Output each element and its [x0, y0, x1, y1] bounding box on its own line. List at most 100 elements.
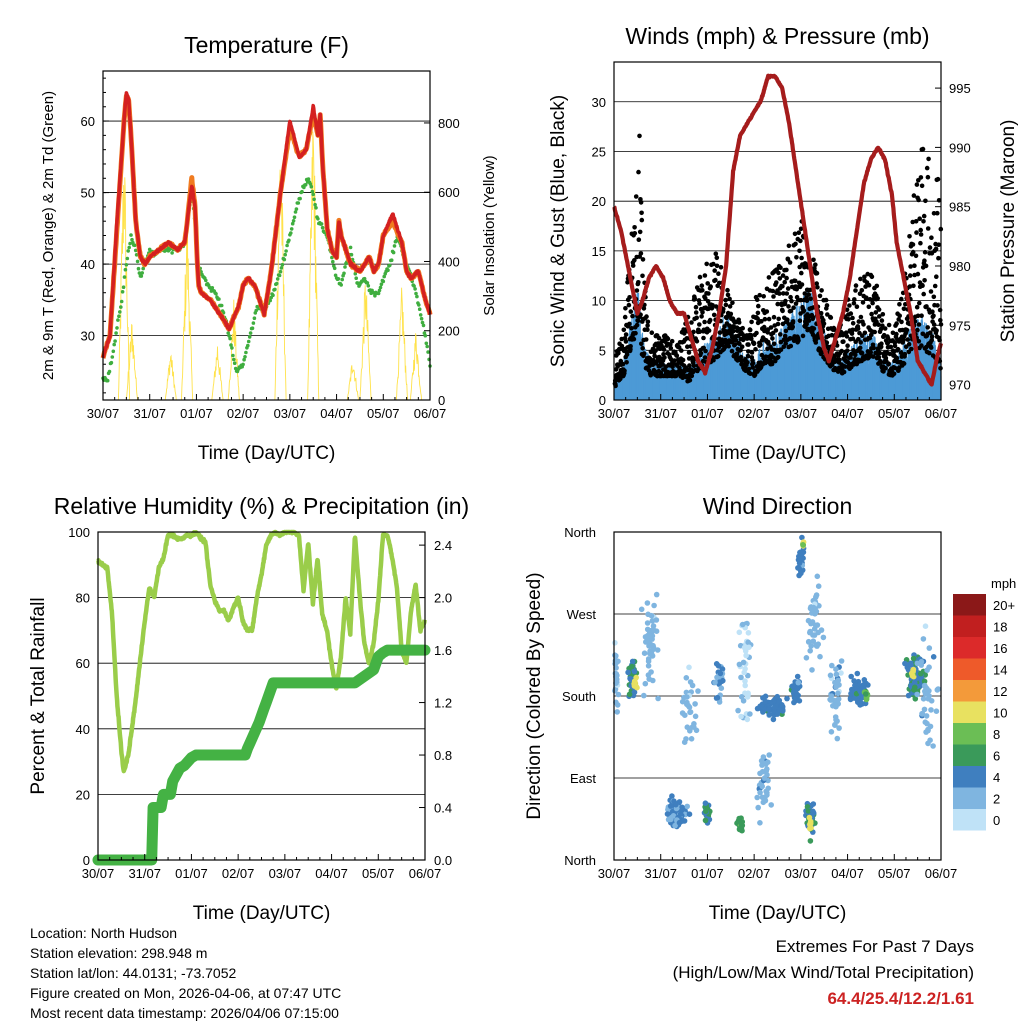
gust-point: [766, 341, 771, 346]
gust-point: [791, 305, 796, 311]
gust-point: [785, 317, 790, 323]
gust-point: [717, 280, 722, 286]
gust-point: [802, 264, 807, 270]
gust-point: [702, 355, 708, 360]
solar-insolation-line: [117, 177, 131, 401]
gust-point: [888, 344, 894, 350]
gust-point: [754, 330, 759, 336]
gust-point: [918, 175, 924, 180]
gust-point: [662, 355, 667, 360]
gust-point: [727, 304, 733, 309]
gust-point: [718, 265, 724, 270]
y-tick-label: 60: [76, 656, 90, 671]
pressure-line: [612, 73, 944, 387]
dewpoint-point: [271, 293, 275, 298]
gust-point: [762, 316, 768, 322]
dewpoint-point: [136, 266, 141, 271]
y2-tick-label: 985: [949, 200, 971, 215]
direction-point: [835, 696, 842, 702]
direction-point: [799, 534, 805, 541]
x-tick-label: 06/07: [925, 866, 958, 881]
gust-point: [854, 304, 860, 310]
direction-point: [779, 702, 785, 708]
solar-insolation-line: [307, 131, 320, 401]
gust-point: [796, 230, 802, 235]
dewpoint-point: [423, 333, 428, 338]
direction-point: [757, 770, 763, 777]
gust-point: [776, 316, 781, 322]
gust-point: [680, 357, 686, 363]
direction-point: [799, 555, 806, 561]
gust-point: [858, 314, 864, 320]
dewpoint-point: [289, 227, 294, 231]
gust-point: [770, 336, 775, 341]
gust-point: [935, 176, 941, 182]
y-tick-label: 15: [592, 244, 606, 259]
direction-point: [766, 752, 772, 758]
gust-point: [710, 303, 715, 308]
direction-point: [679, 710, 686, 716]
gust-point: [623, 306, 628, 311]
dewpoint-point: [320, 225, 325, 230]
gust-point: [620, 361, 626, 367]
dewpoint-point: [135, 259, 140, 264]
dewpoint-point: [291, 219, 296, 223]
gust-point: [736, 320, 742, 325]
temp-2m-line: [101, 91, 432, 359]
direction-point: [629, 663, 635, 670]
direction-point: [614, 709, 620, 715]
direction-point: [742, 682, 748, 689]
gust-point: [891, 371, 897, 377]
gust-point: [691, 329, 696, 335]
dewpoint-point: [366, 284, 371, 288]
dewpoint-point: [119, 299, 124, 304]
dewpoint-point: [303, 183, 308, 187]
gust-point: [645, 327, 650, 333]
gust-point: [935, 210, 940, 216]
direction-point: [736, 629, 743, 636]
gust-point: [641, 351, 647, 356]
gust-point: [879, 318, 885, 323]
direction-point: [803, 655, 810, 661]
gust-point: [639, 210, 644, 216]
gust-point: [634, 288, 640, 293]
gust-point: [875, 296, 880, 301]
gust-point: [621, 327, 627, 333]
y2-tick-label: 2.0: [434, 591, 452, 606]
gust-point: [672, 358, 677, 363]
gust-point: [847, 303, 852, 308]
legend-swatch: [953, 658, 986, 680]
gust-point: [813, 340, 819, 345]
gust-point: [798, 226, 804, 232]
direction-point: [645, 658, 652, 664]
direction-point: [714, 694, 721, 701]
gust-point: [796, 338, 801, 343]
gust-point: [749, 319, 754, 325]
solar-insolation-line: [164, 354, 177, 401]
direction-point: [811, 632, 818, 638]
gust-point: [776, 270, 781, 276]
gust-point: [848, 311, 854, 316]
gust-point: [877, 350, 883, 356]
gust-point: [738, 354, 744, 360]
direction-point: [800, 542, 806, 548]
x-tick-label: 02/07: [738, 866, 771, 881]
gust-point: [689, 373, 695, 379]
gust-point: [921, 219, 926, 224]
gust-point: [806, 292, 812, 297]
gust-point: [850, 327, 855, 333]
direction-point: [679, 698, 686, 705]
gust-point: [713, 304, 719, 309]
y2-tick-label: 0.4: [434, 801, 452, 816]
gust-point: [907, 284, 913, 289]
gust-point: [849, 331, 855, 336]
gust-point: [929, 337, 934, 343]
y-tick-label: West: [567, 607, 597, 622]
direction-point: [784, 695, 790, 702]
direction-point: [851, 695, 858, 701]
gust-point: [841, 369, 847, 375]
dewpoint-point: [110, 355, 115, 359]
dewpoint-point: [232, 361, 237, 366]
gust-point: [751, 340, 757, 346]
direction-point: [738, 694, 745, 700]
